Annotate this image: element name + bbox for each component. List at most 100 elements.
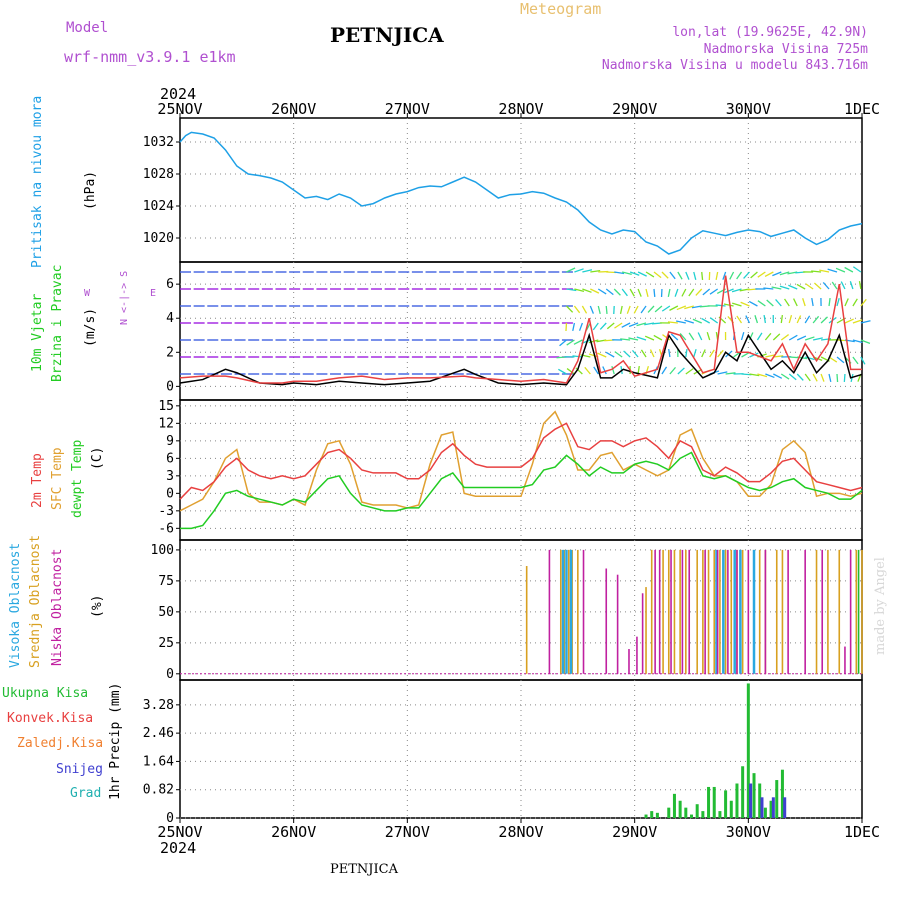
wind-barb: [573, 305, 581, 314]
precip-bar: [780, 769, 784, 818]
wind-barb: [836, 298, 840, 307]
wind-barb: [796, 283, 806, 290]
ytick-label: 100: [151, 543, 174, 558]
wind-barb: [584, 366, 591, 375]
wind-barb: [677, 271, 683, 280]
wind-barb: [828, 373, 832, 383]
precip-bar: [644, 814, 648, 818]
wind-barb: [717, 349, 724, 358]
wind-barb: [828, 356, 838, 363]
ytick-label: 1024: [143, 199, 174, 214]
wind-barb: [763, 287, 774, 290]
precip-bar: [735, 783, 739, 818]
wind-barb: [637, 288, 642, 297]
legend-snow: Snijeg: [56, 762, 103, 777]
wind-barb: [724, 288, 734, 294]
date-label-bottom: 27NOV: [385, 823, 430, 841]
ytick-label: 0: [166, 667, 174, 682]
ytick-label: -3: [158, 504, 174, 519]
wind-barb: [619, 305, 623, 315]
precip-bar: [650, 811, 654, 818]
wind-barb: [754, 315, 759, 324]
wind-barb: [757, 373, 768, 378]
sfc-temp-line: [179, 410, 863, 512]
wind-barb: [701, 317, 711, 324]
precip-bar: [752, 773, 756, 818]
wind-barb: [812, 337, 823, 341]
wind-barb: [582, 269, 593, 273]
precip-bar: [769, 800, 773, 818]
wind-barb: [788, 284, 798, 290]
ytick-label: 6: [166, 451, 174, 466]
date-label-top: 1DEC: [844, 100, 880, 118]
ytick-label: 6: [166, 277, 174, 292]
wind-barb: [636, 322, 647, 327]
precip-bar: [712, 786, 716, 818]
wind-barb: [628, 322, 639, 328]
wind-barb: [811, 297, 814, 307]
date-label-top: 26NOV: [271, 100, 316, 118]
ytick-label: 0: [166, 379, 174, 394]
wind-barb: [633, 305, 639, 314]
year-label-top: 2024: [160, 85, 196, 103]
wind-barb: [802, 298, 806, 307]
wind-barb: [640, 305, 647, 314]
wind-barb: [605, 351, 615, 358]
ytick-label: 0: [166, 811, 174, 826]
wind-barb: [750, 271, 758, 279]
wind-barb: [709, 317, 719, 324]
wind-barb: [697, 332, 703, 341]
wind-barb: [852, 356, 859, 365]
wind-barb: [629, 288, 635, 297]
wind-barb: [804, 373, 811, 382]
precip-bar: [775, 780, 779, 818]
precip-bar: [724, 790, 728, 818]
wind-barb: [597, 352, 607, 358]
wind-barb: [722, 271, 727, 280]
wind-barb: [693, 271, 697, 280]
wind-barb: [693, 349, 697, 358]
wind-barb: [731, 302, 742, 307]
wind-barb: [858, 280, 862, 290]
wind-barb: [788, 315, 793, 324]
wind-barb: [685, 271, 690, 280]
wind-barb: [860, 298, 867, 307]
wind-barb: [614, 351, 623, 358]
wind-barb: [852, 298, 858, 307]
wind-barb: [736, 315, 743, 324]
panel-frame: [179, 117, 863, 263]
wind-barb: [701, 271, 704, 281]
wind-barb: [692, 318, 702, 324]
wind-barb: [558, 368, 567, 375]
wind-barb: [654, 305, 663, 313]
wind-barb: [741, 351, 750, 358]
year-label-bottom: 2024: [160, 839, 196, 857]
wind-barb: [788, 334, 798, 341]
wind-barb: [681, 288, 687, 297]
wind-barb: [749, 373, 760, 377]
ytick-label: 4: [166, 311, 174, 326]
wind-barb: [676, 305, 687, 311]
wind-barb: [626, 305, 631, 314]
wind-barb: [844, 318, 854, 324]
wind-barb: [706, 332, 711, 341]
pressure-line: [179, 131, 863, 255]
wind-barb: [835, 267, 846, 273]
wind-barb: [695, 288, 703, 296]
model-label: Model: [66, 20, 109, 36]
wind-barb: [592, 322, 599, 331]
precip-bar: [655, 812, 659, 818]
wind-barb: [792, 298, 798, 307]
wind-barb: [740, 301, 750, 307]
coords-text: lon,lat (19.9625E, 42.9N): [672, 25, 868, 40]
wind-barb: [849, 281, 854, 290]
wind-barb: [566, 305, 574, 313]
wind-barb: [669, 305, 679, 311]
wind-barb: [701, 349, 706, 358]
precip-bar: [763, 807, 767, 818]
wind-barb: [804, 315, 811, 324]
elevation-text: Nadmorska Visina 725m: [703, 42, 868, 57]
wind-barb: [574, 268, 584, 273]
wind-barb: [820, 373, 825, 382]
